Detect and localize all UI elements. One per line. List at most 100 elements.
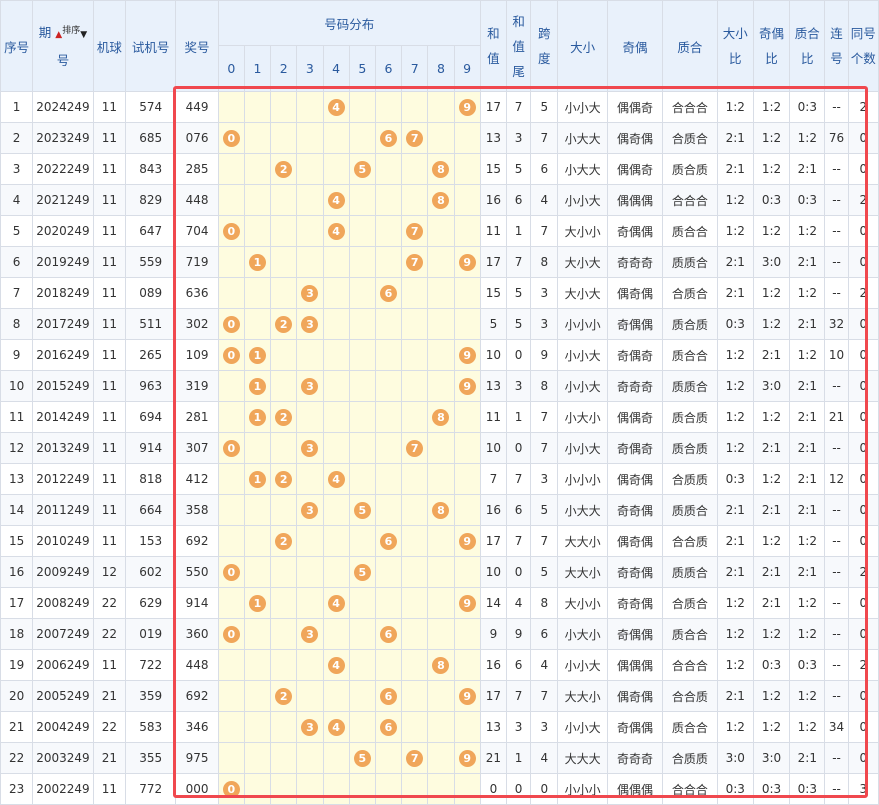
dist-cell-7	[401, 587, 429, 619]
cell-size: 小大小	[557, 401, 608, 433]
cell-same: 0	[847, 525, 879, 557]
cell-period: 2016249	[32, 339, 94, 371]
cell-span: 5	[530, 91, 559, 123]
dist-cell-8	[427, 308, 455, 340]
cell-span: 3	[530, 308, 559, 340]
dist-cell-1	[243, 556, 272, 588]
dist-cell-7	[401, 773, 429, 805]
dist-cell-5	[348, 618, 376, 650]
cell-prime: 质合质	[662, 153, 718, 185]
cell-same: 0	[847, 308, 879, 340]
dist-cell-0	[217, 277, 245, 309]
cell-trial: 559	[124, 246, 177, 278]
dist-cell-9: 9	[453, 525, 481, 557]
header-period-a: 期	[38, 24, 52, 40]
cell-prize: 550	[175, 556, 219, 588]
dist-cell-4	[322, 370, 350, 402]
cell-same: 0	[847, 463, 879, 495]
cell-same: 0	[847, 587, 879, 619]
dist-cell-2	[270, 556, 298, 588]
dist-cell-8	[427, 525, 455, 557]
cell-size-ratio: 1:2	[716, 370, 754, 402]
dist-cell-4	[322, 246, 350, 278]
cell-machine: 11	[92, 308, 126, 340]
sort-down-icon[interactable]: ▼	[80, 29, 88, 40]
cell-sum: 13	[479, 711, 508, 743]
sort-up-icon[interactable]: ▲	[55, 29, 63, 40]
digit-ball: 3	[301, 625, 319, 643]
cell-prime: 合质合	[662, 587, 718, 619]
dist-cell-1: 1	[243, 370, 272, 402]
dist-cell-8: 8	[427, 184, 455, 216]
sort-control[interactable]: ▲排序▼	[55, 25, 87, 40]
cell-prize: 719	[175, 246, 219, 278]
dist-cell-1	[243, 711, 272, 743]
dist-cell-9: 9	[453, 370, 481, 402]
cell-same: 0	[847, 618, 879, 650]
dist-cell-8: 8	[427, 494, 455, 526]
cell-period: 2023249	[32, 122, 94, 154]
cell-size: 小大小	[557, 618, 608, 650]
cell-parity: 偶偶奇	[606, 91, 664, 123]
cell-parity-ratio: 1:2	[752, 277, 791, 309]
dist-cell-4: 4	[322, 587, 350, 619]
cell-tail: 5	[505, 153, 532, 185]
cell-tail: 3	[505, 370, 532, 402]
dist-cell-5: 5	[348, 742, 376, 774]
dist-cell-9	[453, 122, 481, 154]
cell-machine: 11	[92, 401, 126, 433]
digit-ball: 2	[275, 470, 293, 488]
dist-cell-2	[270, 432, 298, 464]
cell-parity-ratio: 1:2	[752, 308, 791, 340]
dist-cell-8	[427, 246, 455, 278]
cell-period: 2019249	[32, 246, 94, 278]
cell-parity-ratio: 0:3	[752, 773, 791, 805]
cell-sum: 10	[479, 432, 508, 464]
dist-cell-6	[374, 184, 403, 216]
cell-tail: 7	[505, 246, 532, 278]
cell-tail: 1	[505, 401, 532, 433]
cell-sum: 15	[479, 277, 508, 309]
dist-cell-7	[401, 339, 429, 371]
cell-size-ratio: 1:2	[716, 339, 754, 371]
cell-span: 4	[530, 742, 559, 774]
cell-parity: 偶偶奇	[606, 401, 664, 433]
cell-prime-ratio: 1:2	[789, 618, 826, 650]
dist-cell-4	[322, 122, 350, 154]
cell-span: 7	[530, 401, 559, 433]
dist-cell-6	[374, 215, 403, 247]
cell-seq: 19	[0, 649, 34, 681]
cell-prime: 质质合	[662, 494, 718, 526]
digit-ball: 2	[275, 687, 293, 705]
dist-cell-5	[348, 525, 376, 557]
dist-cell-6	[374, 432, 403, 464]
cell-same: 0	[847, 122, 879, 154]
cell-machine: 11	[92, 184, 126, 216]
cell-prime-ratio: 2:1	[789, 153, 826, 185]
cell-tail: 0	[505, 339, 532, 371]
digit-ball: 9	[458, 749, 476, 767]
dist-cell-2	[270, 370, 298, 402]
dist-cell-5	[348, 277, 376, 309]
cell-size: 小大大	[557, 153, 608, 185]
digit-ball: 2	[275, 532, 293, 550]
cell-sum: 10	[479, 556, 508, 588]
cell-parity: 奇偶偶	[606, 308, 664, 340]
cell-sum: 13	[479, 370, 508, 402]
cell-machine: 11	[92, 215, 126, 247]
dist-cell-2	[270, 742, 298, 774]
dist-cell-6: 6	[374, 277, 403, 309]
cell-parity-ratio: 1:2	[752, 401, 791, 433]
cell-period: 2010249	[32, 525, 94, 557]
cell-period: 2005249	[32, 680, 94, 712]
header-period[interactable]: 期 ▲排序▼ 号	[32, 0, 94, 92]
cell-parity: 奇偶奇	[606, 432, 664, 464]
cell-trial: 829	[124, 184, 177, 216]
cell-size-ratio: 2:1	[716, 153, 754, 185]
cell-prime: 质质合	[662, 246, 718, 278]
sort-label[interactable]: 排序	[62, 25, 81, 36]
digit-ball: 0	[222, 222, 240, 240]
dist-cell-6: 6	[374, 711, 403, 743]
dist-cell-4	[322, 680, 350, 712]
cell-parity-ratio: 2:1	[752, 432, 791, 464]
